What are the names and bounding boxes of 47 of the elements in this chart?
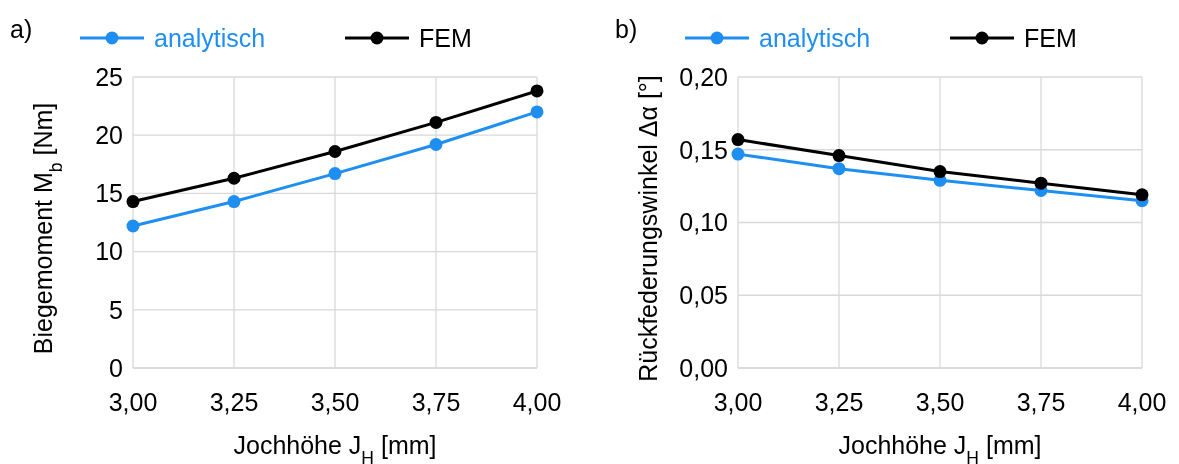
point bbox=[227, 171, 241, 185]
y-tick-label: 5 bbox=[109, 295, 123, 324]
y-tick-label: 0,20 bbox=[679, 62, 728, 91]
point bbox=[530, 84, 544, 98]
point bbox=[832, 162, 846, 176]
legend-label: analytisch bbox=[154, 24, 266, 52]
chart-title: a) bbox=[10, 15, 33, 43]
legend-label: FEM bbox=[419, 24, 472, 52]
x-tick-label: 3,25 bbox=[209, 388, 259, 416]
point bbox=[731, 147, 745, 161]
x-tick-label: 3,50 bbox=[310, 388, 360, 416]
y-tick-label: 0 bbox=[109, 353, 123, 382]
point bbox=[933, 165, 947, 179]
point bbox=[429, 115, 443, 129]
x-tick-label: 3,00 bbox=[108, 388, 158, 416]
chart-title: b) bbox=[615, 15, 638, 43]
x-axis-title: Jochhöhe J$_{H}$ [mm] bbox=[838, 431, 1042, 464]
x-tick-label: 3,00 bbox=[713, 388, 763, 416]
point bbox=[328, 145, 342, 158]
point bbox=[126, 195, 140, 209]
point bbox=[126, 219, 140, 233]
y-tick-label: 15 bbox=[95, 179, 123, 208]
point bbox=[530, 105, 544, 119]
point bbox=[328, 167, 342, 181]
x-tick-label: 3,75 bbox=[411, 388, 461, 416]
x-tick-label: 4,00 bbox=[512, 388, 562, 416]
y-tick-label: 0,05 bbox=[679, 281, 728, 309]
x-tick-label: 3,75 bbox=[1016, 388, 1066, 416]
legend-label: analytisch bbox=[759, 24, 871, 52]
point bbox=[832, 149, 846, 163]
point bbox=[227, 195, 241, 209]
y-tick-label: 0,10 bbox=[679, 208, 728, 237]
y-axis-title: Rückfederungswinkel Δα [°] bbox=[634, 75, 662, 382]
y-tick-label: 20 bbox=[95, 120, 123, 149]
point bbox=[1135, 188, 1149, 202]
x-tick-label: 4,00 bbox=[1117, 388, 1167, 416]
point bbox=[1034, 176, 1048, 190]
y-tick-label: 0,00 bbox=[679, 353, 728, 382]
x-tick-label: 3,50 bbox=[915, 388, 965, 416]
x-tick-label: 3,25 bbox=[814, 388, 864, 416]
legend-label: FEM bbox=[1024, 24, 1077, 52]
point bbox=[731, 133, 745, 147]
y-tick-label: 25 bbox=[95, 62, 123, 91]
y-tick-label: 0,15 bbox=[679, 135, 728, 164]
y-tick-label: 10 bbox=[95, 237, 123, 266]
point bbox=[429, 138, 443, 152]
x-axis-title: Jochhöhe J$_{H}$ [mm] bbox=[233, 431, 437, 464]
